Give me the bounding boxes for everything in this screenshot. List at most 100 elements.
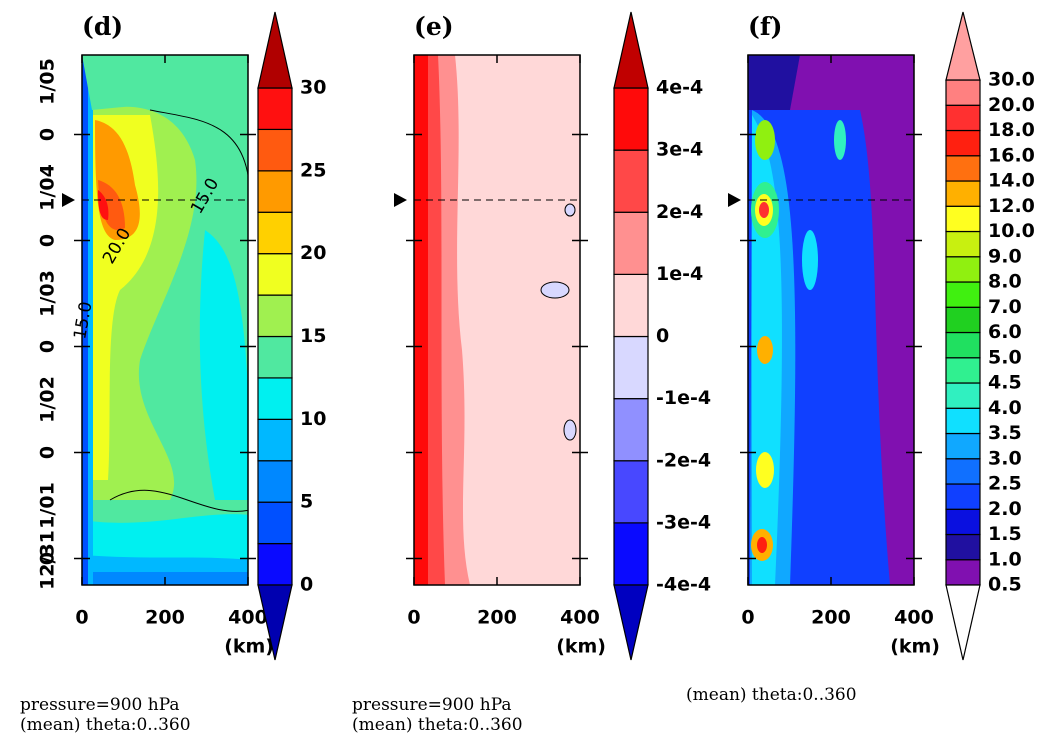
x-tick-label: 400 [560, 607, 600, 629]
colorbar-box [257, 294, 293, 338]
y-tick-label: 0 [37, 234, 59, 247]
colorbar-box [945, 357, 981, 384]
colorbar-label: 2.5 [988, 473, 1022, 495]
colorbar-label: 7.0 [988, 296, 1022, 318]
time-marker [394, 193, 407, 207]
x-tick-label: 200 [811, 607, 851, 629]
colorbar-label: 30.0 [988, 69, 1035, 91]
y-tick-label: 12/31 [37, 530, 59, 590]
y-tick-label: 0 [37, 340, 59, 353]
colorbar-box [945, 559, 981, 586]
colorbar-label: 0.5 [988, 574, 1022, 596]
colorbar-label: 4.0 [988, 397, 1022, 419]
colorbar-box [945, 533, 981, 561]
colorbar-box [257, 418, 293, 462]
colorbar-label: 15 [300, 325, 326, 347]
colorbar-label: 5.0 [988, 346, 1022, 368]
time-marker [728, 193, 741, 207]
colorbar-label: 6.0 [988, 321, 1022, 343]
caption: (mean) theta:0..360 [352, 715, 523, 735]
colorbar-box [945, 432, 981, 460]
colorbar-box [945, 155, 981, 182]
y-tick-label: 1/05 [37, 58, 59, 105]
y-tick-label: 1/04 [37, 164, 59, 211]
x-tick-label: 200 [145, 607, 185, 629]
colorbar-box [945, 205, 981, 233]
field-f [748, 55, 914, 585]
colorbar-label: 14.0 [988, 170, 1035, 192]
caption: pressure=900 hPa [20, 695, 180, 715]
colorbar-label: 20.0 [988, 94, 1035, 116]
colorbar-label: -1e-4 [656, 387, 711, 409]
colorbar-label: 0 [656, 325, 669, 347]
colorbar-label: 20 [300, 242, 326, 264]
colorbar-box [945, 104, 981, 132]
colorbar-label: 4e-4 [656, 77, 703, 99]
colorbar-label: 18.0 [988, 119, 1035, 141]
colorbar-label: 10.0 [988, 220, 1035, 242]
caption: pressure=900 hPa [352, 695, 512, 715]
colorbar-box [945, 306, 981, 334]
colorbar-label: 8.0 [988, 271, 1022, 293]
colorbar-box [257, 253, 293, 296]
colorbar-extend-low [945, 584, 981, 661]
colorbar-label: 1e-4 [656, 263, 703, 285]
colorbar-extend-high [613, 11, 649, 89]
colorbar-label: 3.0 [988, 447, 1022, 469]
colorbar-box [945, 129, 981, 157]
colorbar-label: 10 [300, 408, 326, 430]
colorbar-box [945, 483, 981, 510]
colorbar-label: 30 [300, 77, 326, 99]
y-tick-label: 0 [37, 446, 59, 459]
colorbar-label: 4.5 [988, 372, 1022, 394]
colorbar-box [257, 170, 293, 213]
colorbar-box [945, 230, 981, 258]
colorbar-box [945, 281, 981, 308]
panel-label: (e) [414, 12, 454, 41]
field-d [82, 55, 248, 585]
colorbar-box [613, 211, 649, 275]
colorbar-box [945, 256, 981, 283]
colorbar-label: 16.0 [988, 144, 1035, 166]
colorbar-box [257, 460, 293, 503]
colorbar-label: 9.0 [988, 245, 1022, 267]
colorbar-extend-low [257, 584, 293, 661]
colorbar-box [613, 273, 649, 338]
y-tick-label: 1/02 [37, 376, 59, 423]
colorbar-label: 25 [300, 159, 326, 181]
field-e [414, 55, 580, 585]
y-tick-label: 1/01 [37, 482, 59, 529]
caption: (mean) theta:0..360 [20, 715, 191, 735]
colorbar-box [613, 522, 649, 586]
x-axis-label: (km) [890, 636, 940, 658]
colorbar-label: -3e-4 [656, 511, 711, 533]
y-tick-label: 0 [37, 552, 59, 565]
colorbar-box [613, 149, 649, 213]
y-tick-label: 0 [37, 128, 59, 141]
colorbar-box [257, 501, 293, 545]
y-tick-label: 1/03 [37, 270, 59, 317]
x-tick-label: 400 [228, 607, 268, 629]
colorbar-label: 5 [300, 491, 313, 513]
colorbar-label: 3e-4 [656, 139, 703, 161]
x-tick-label: 0 [407, 607, 420, 629]
colorbar-box [945, 407, 981, 435]
colorbar-box [613, 87, 649, 151]
colorbar-box [257, 211, 293, 255]
colorbar-box [613, 335, 649, 400]
colorbar-label: -4e-4 [656, 574, 711, 596]
colorbar-box [613, 398, 649, 462]
colorbar-box [257, 542, 293, 586]
colorbar-box [945, 508, 981, 536]
colorbar-box [257, 128, 293, 172]
x-tick-label: 200 [477, 607, 517, 629]
x-axis-label: (km) [556, 636, 606, 658]
x-tick-label: 0 [741, 607, 754, 629]
colorbar-box [257, 377, 293, 420]
time-marker [62, 193, 75, 207]
colorbar-box [257, 335, 293, 379]
panel-label: (f) [748, 12, 782, 41]
colorbar-box [945, 79, 981, 106]
colorbar-label: 12.0 [988, 195, 1035, 217]
colorbar-extend-low [613, 584, 649, 661]
